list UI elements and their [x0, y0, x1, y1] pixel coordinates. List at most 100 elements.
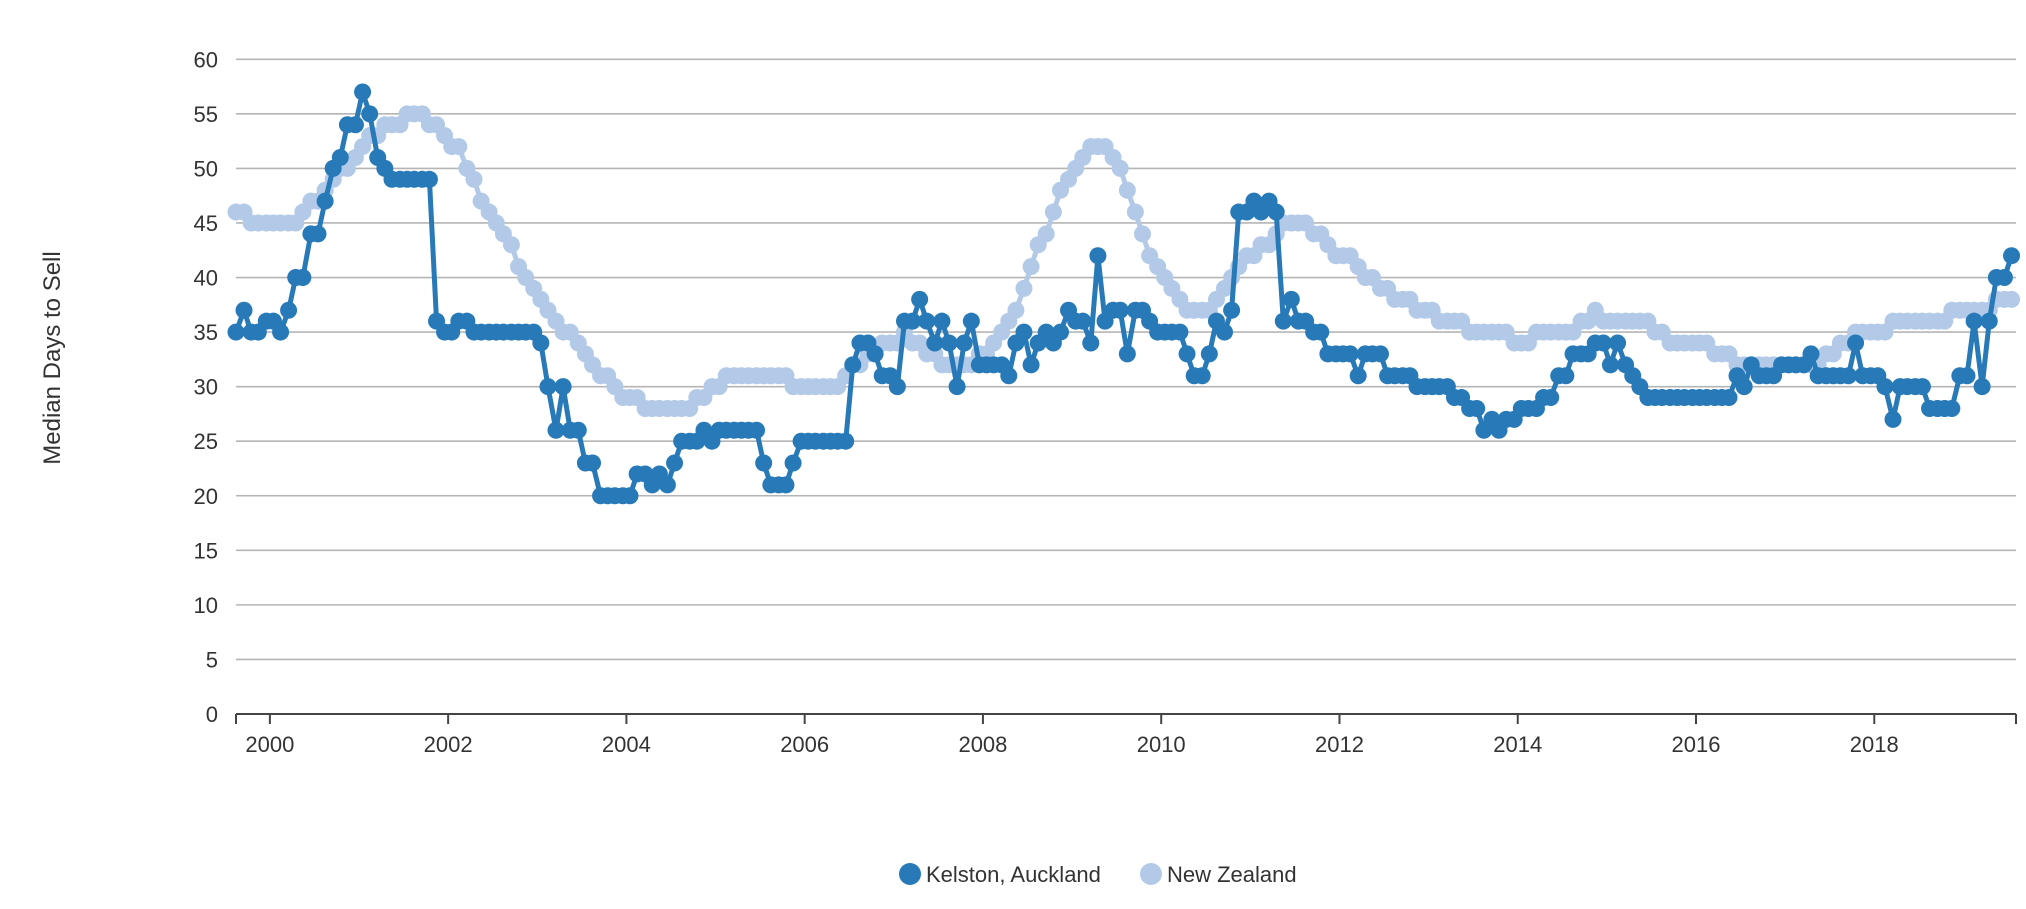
- data-point: [280, 301, 298, 319]
- data-point: [748, 421, 766, 439]
- legend-marker: [1140, 863, 1162, 885]
- data-point: [1995, 269, 2013, 287]
- data-point: [926, 334, 944, 352]
- data-point: [1274, 312, 1292, 330]
- data-point: [1126, 203, 1144, 221]
- data-point: [1802, 345, 1820, 363]
- data-point: [1000, 367, 1018, 385]
- y-tick-label: 20: [194, 484, 218, 509]
- legend-marker: [899, 863, 921, 885]
- y-tick-label: 15: [194, 538, 218, 563]
- data-point: [844, 356, 862, 374]
- data-point: [1594, 334, 1612, 352]
- data-point: [784, 454, 802, 472]
- data-point: [1178, 345, 1196, 363]
- data-point: [1980, 312, 1998, 330]
- data-point: [235, 301, 253, 319]
- data-point: [1282, 290, 1300, 308]
- data-point: [1015, 279, 1033, 297]
- x-tick-label: 2002: [424, 732, 473, 757]
- data-point: [1007, 301, 1025, 319]
- data-point: [658, 476, 676, 494]
- data-point: [1349, 367, 1367, 385]
- data-point: [918, 312, 936, 330]
- data-point: [1468, 399, 1486, 417]
- data-point: [1601, 356, 1619, 374]
- x-tick-label: 2008: [958, 732, 1007, 757]
- data-point: [904, 312, 922, 330]
- data-point: [1557, 367, 1575, 385]
- y-tick-label: 0: [206, 702, 218, 727]
- data-point: [911, 290, 929, 308]
- data-point: [1022, 258, 1040, 276]
- data-point: [1973, 378, 1991, 396]
- data-point: [227, 323, 245, 341]
- legend-item-kelston-auckland: Kelston, Auckland: [899, 862, 1101, 887]
- data-point: [1371, 345, 1389, 363]
- data-point: [1037, 225, 1055, 243]
- y-tick-label: 50: [194, 156, 218, 181]
- data-point: [962, 312, 980, 330]
- data-point: [1171, 323, 1189, 341]
- data-point: [777, 476, 795, 494]
- data-point: [1193, 367, 1211, 385]
- data-point: [940, 334, 958, 352]
- data-point: [2003, 247, 2021, 265]
- data-point: [1200, 345, 1218, 363]
- data-point: [361, 105, 379, 123]
- data-point: [621, 487, 639, 505]
- data-point: [755, 454, 773, 472]
- legend: Kelston, Auckland New Zealand: [899, 862, 1297, 887]
- data-point: [1542, 389, 1560, 407]
- data-point: [2003, 290, 2021, 308]
- data-point: [1022, 356, 1040, 374]
- data-point: [1089, 247, 1107, 265]
- data-point: [1082, 334, 1100, 352]
- data-point: [354, 83, 372, 101]
- x-tick-label: 2014: [1493, 732, 1542, 757]
- x-tick-label: 2016: [1672, 732, 1721, 757]
- data-point: [666, 454, 684, 472]
- data-point: [1609, 334, 1627, 352]
- y-tick-label: 5: [206, 647, 218, 672]
- data-point: [294, 269, 312, 287]
- data-point: [866, 345, 884, 363]
- data-point: [584, 454, 602, 472]
- data-point: [502, 236, 520, 254]
- data-point: [272, 323, 290, 341]
- data-point: [1133, 225, 1151, 243]
- axes: 0 5 10 15 20 25 30 35 40 45 50 55 60 2000 2002 2004 2006…: [194, 47, 2017, 757]
- data-point: [346, 116, 364, 134]
- x-tick-label: 2010: [1137, 732, 1186, 757]
- y-tick-label: 35: [194, 320, 218, 345]
- data-point: [1074, 312, 1092, 330]
- data-point: [1341, 345, 1359, 363]
- series-kelston-auckland: [227, 83, 2021, 505]
- data-point: [450, 138, 468, 156]
- data-point: [1111, 301, 1129, 319]
- data-point: [1312, 323, 1330, 341]
- series-layer: [227, 83, 2021, 505]
- y-tick-label: 45: [194, 211, 218, 236]
- series-line: [233, 89, 2014, 499]
- data-point: [1215, 323, 1233, 341]
- data-point: [316, 192, 334, 210]
- y-tick-label: 40: [194, 266, 218, 291]
- y-tick-label: 10: [194, 593, 218, 618]
- data-point: [1839, 367, 1857, 385]
- data-point: [1111, 159, 1129, 177]
- y-tick-label: 30: [194, 375, 218, 400]
- legend-label: New Zealand: [1167, 862, 1297, 887]
- y-tick-label: 25: [194, 429, 218, 454]
- data-point: [1720, 389, 1738, 407]
- data-point: [1267, 203, 1285, 221]
- x-tick-label: 2018: [1850, 732, 1899, 757]
- data-point: [532, 334, 550, 352]
- data-point: [955, 334, 973, 352]
- data-point: [933, 312, 951, 330]
- data-point: [309, 225, 327, 243]
- data-point: [948, 378, 966, 396]
- data-point: [1118, 345, 1136, 363]
- y-tick-label: 60: [194, 47, 218, 72]
